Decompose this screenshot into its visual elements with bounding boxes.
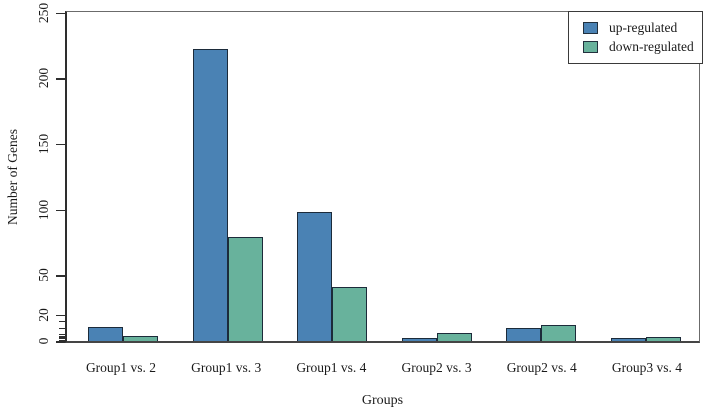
- x-category-label: Group1 vs. 2: [85, 360, 157, 375]
- bar-group-3: [297, 212, 368, 341]
- y-tick-minor: [59, 327, 65, 329]
- y-tick-minor: [59, 321, 65, 323]
- x-axis-title: Groups: [361, 393, 404, 408]
- y-tick-major: [56, 209, 65, 212]
- y-tick-minor: [59, 338, 65, 340]
- bar-up-regulated: [401, 338, 437, 341]
- x-category-label: Group3 vs. 4: [611, 360, 682, 375]
- x-category-label: Group1 vs. 3: [191, 360, 262, 375]
- y-tick-major: [56, 12, 65, 14]
- bar-down-regulated: [123, 335, 158, 341]
- x-category-label: Group2 vs. 4: [506, 360, 577, 375]
- bar-up-regulated: [610, 338, 646, 341]
- legend-item: up-regulated: [583, 18, 698, 37]
- y-tick-major: [56, 275, 65, 277]
- x-category-label: Group1 vs. 4: [296, 360, 367, 375]
- bar-down-regulated: [645, 337, 681, 341]
- y-tick-minor: [59, 334, 65, 336]
- bar-up-regulated: [506, 327, 542, 341]
- y-tick-minor: [59, 339, 65, 341]
- legend-label: up-regulated: [609, 19, 678, 35]
- y-tick-label: 20: [36, 307, 51, 322]
- y-tick-label: 50: [36, 268, 51, 283]
- y-tick-label: 0: [36, 337, 51, 345]
- plot-area: [65, 11, 700, 343]
- bar-group-4: [401, 333, 472, 341]
- y-tick-label: 100: [36, 199, 51, 220]
- legend-item: down-regulated: [583, 37, 698, 56]
- y-tick-label: 200: [36, 68, 51, 89]
- bar-up-regulated: [297, 212, 333, 341]
- y-axis-title: Number of Genes: [5, 129, 20, 225]
- legend-swatch-icon: [583, 21, 598, 34]
- y-tick-major: [56, 314, 65, 317]
- legend: up-regulated down-regulated: [568, 11, 703, 64]
- legend-label: down-regulated: [609, 38, 694, 54]
- y-tick-major: [56, 78, 65, 80]
- bar-up-regulated: [88, 326, 123, 341]
- bar-down-regulated: [436, 333, 472, 341]
- y-tick-minor: [59, 335, 65, 337]
- y-tick-label: 250: [36, 2, 51, 23]
- bars-container: [67, 12, 699, 341]
- bar-group-5: [506, 325, 577, 341]
- bar-down-regulated: [227, 237, 263, 341]
- y-tick-major: [56, 341, 65, 343]
- bar-down-regulated: [332, 287, 368, 341]
- bar-group-6: [610, 337, 681, 341]
- bar-group-1: [88, 326, 158, 341]
- y-tick-minor: [59, 337, 65, 339]
- bar-down-regulated: [541, 325, 577, 341]
- bar-up-regulated: [192, 49, 228, 341]
- y-tick-label: 150: [36, 133, 51, 155]
- x-category-label: Group2 vs. 3: [401, 360, 472, 375]
- y-tick-major: [56, 143, 65, 146]
- legend-swatch-icon: [583, 40, 598, 53]
- bar-group-2: [192, 49, 263, 341]
- x-axis-labels: Group1 vs. 2 Group1 vs. 3 Group1 vs. 4 Grou…: [65, 360, 700, 376]
